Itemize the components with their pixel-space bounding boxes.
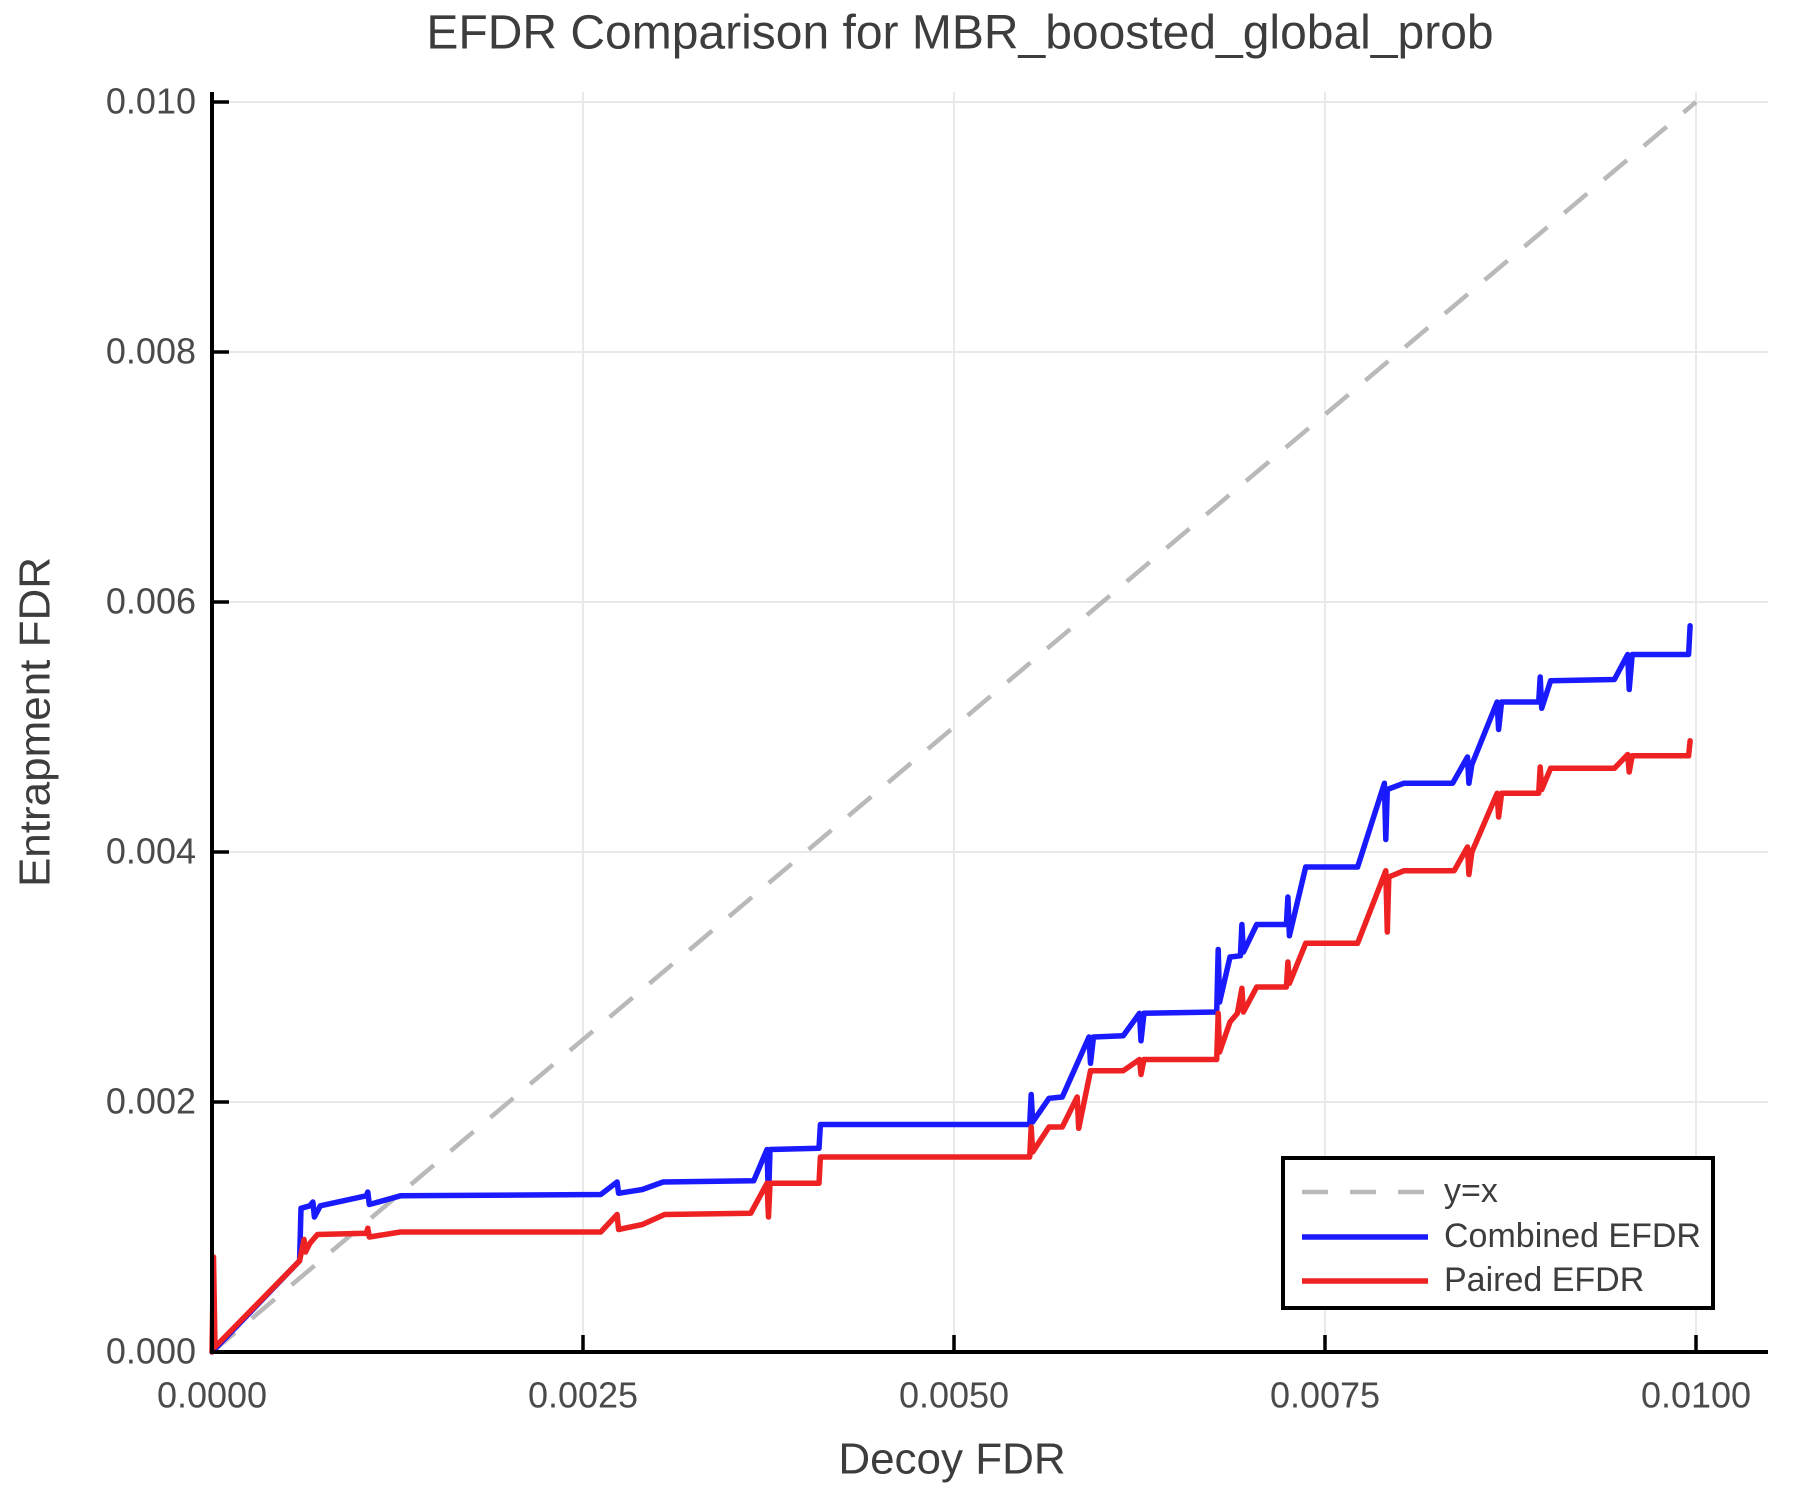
x-axis-label: Decoy FDR [838, 1435, 1065, 1484]
combined-efdr-line [209, 623, 1693, 1355]
x-tick-label: 0.0050 [899, 1375, 1009, 1416]
y-axis-ticks [212, 100, 229, 1354]
y-tick-label: 0.008 [106, 331, 196, 372]
x-tick-label: 0.0075 [1270, 1375, 1380, 1416]
legend-label-paired: Paired EFDR [1444, 1261, 1644, 1299]
y-tick-label: 0.004 [106, 831, 196, 872]
chart-title: EFDR Comparison for MBR_boosted_global_p… [426, 7, 1493, 60]
paired-efdr-line [209, 738, 1693, 1355]
y-tick-label: 0.010 [106, 81, 196, 122]
legend: y=x Combined EFDR Paired EFDR [1281, 1156, 1715, 1310]
y-tick-label: 0.002 [106, 1081, 196, 1122]
x-axis-tick-labels: 0.0000 0.0025 0.0050 0.0075 0.0100 [157, 1375, 1751, 1416]
x-tick-label: 0.0025 [528, 1375, 638, 1416]
x-tick-label: 0.0100 [1641, 1375, 1751, 1416]
identity-reference-line [210, 100, 1698, 1354]
y-tick-label: 0.006 [106, 581, 196, 622]
y-tick-label: 0.000 [106, 1331, 196, 1372]
legend-label-combined: Combined EFDR [1444, 1217, 1701, 1255]
y-axis-tick-labels: 0.000 0.002 0.004 0.006 0.008 0.010 [106, 81, 196, 1372]
y-axis-label: Entrapment FDR [11, 557, 60, 887]
legend-label-identity: y=x [1444, 1172, 1498, 1210]
x-tick-label: 0.0000 [157, 1375, 267, 1416]
x-axis-ticks [210, 1335, 1698, 1352]
